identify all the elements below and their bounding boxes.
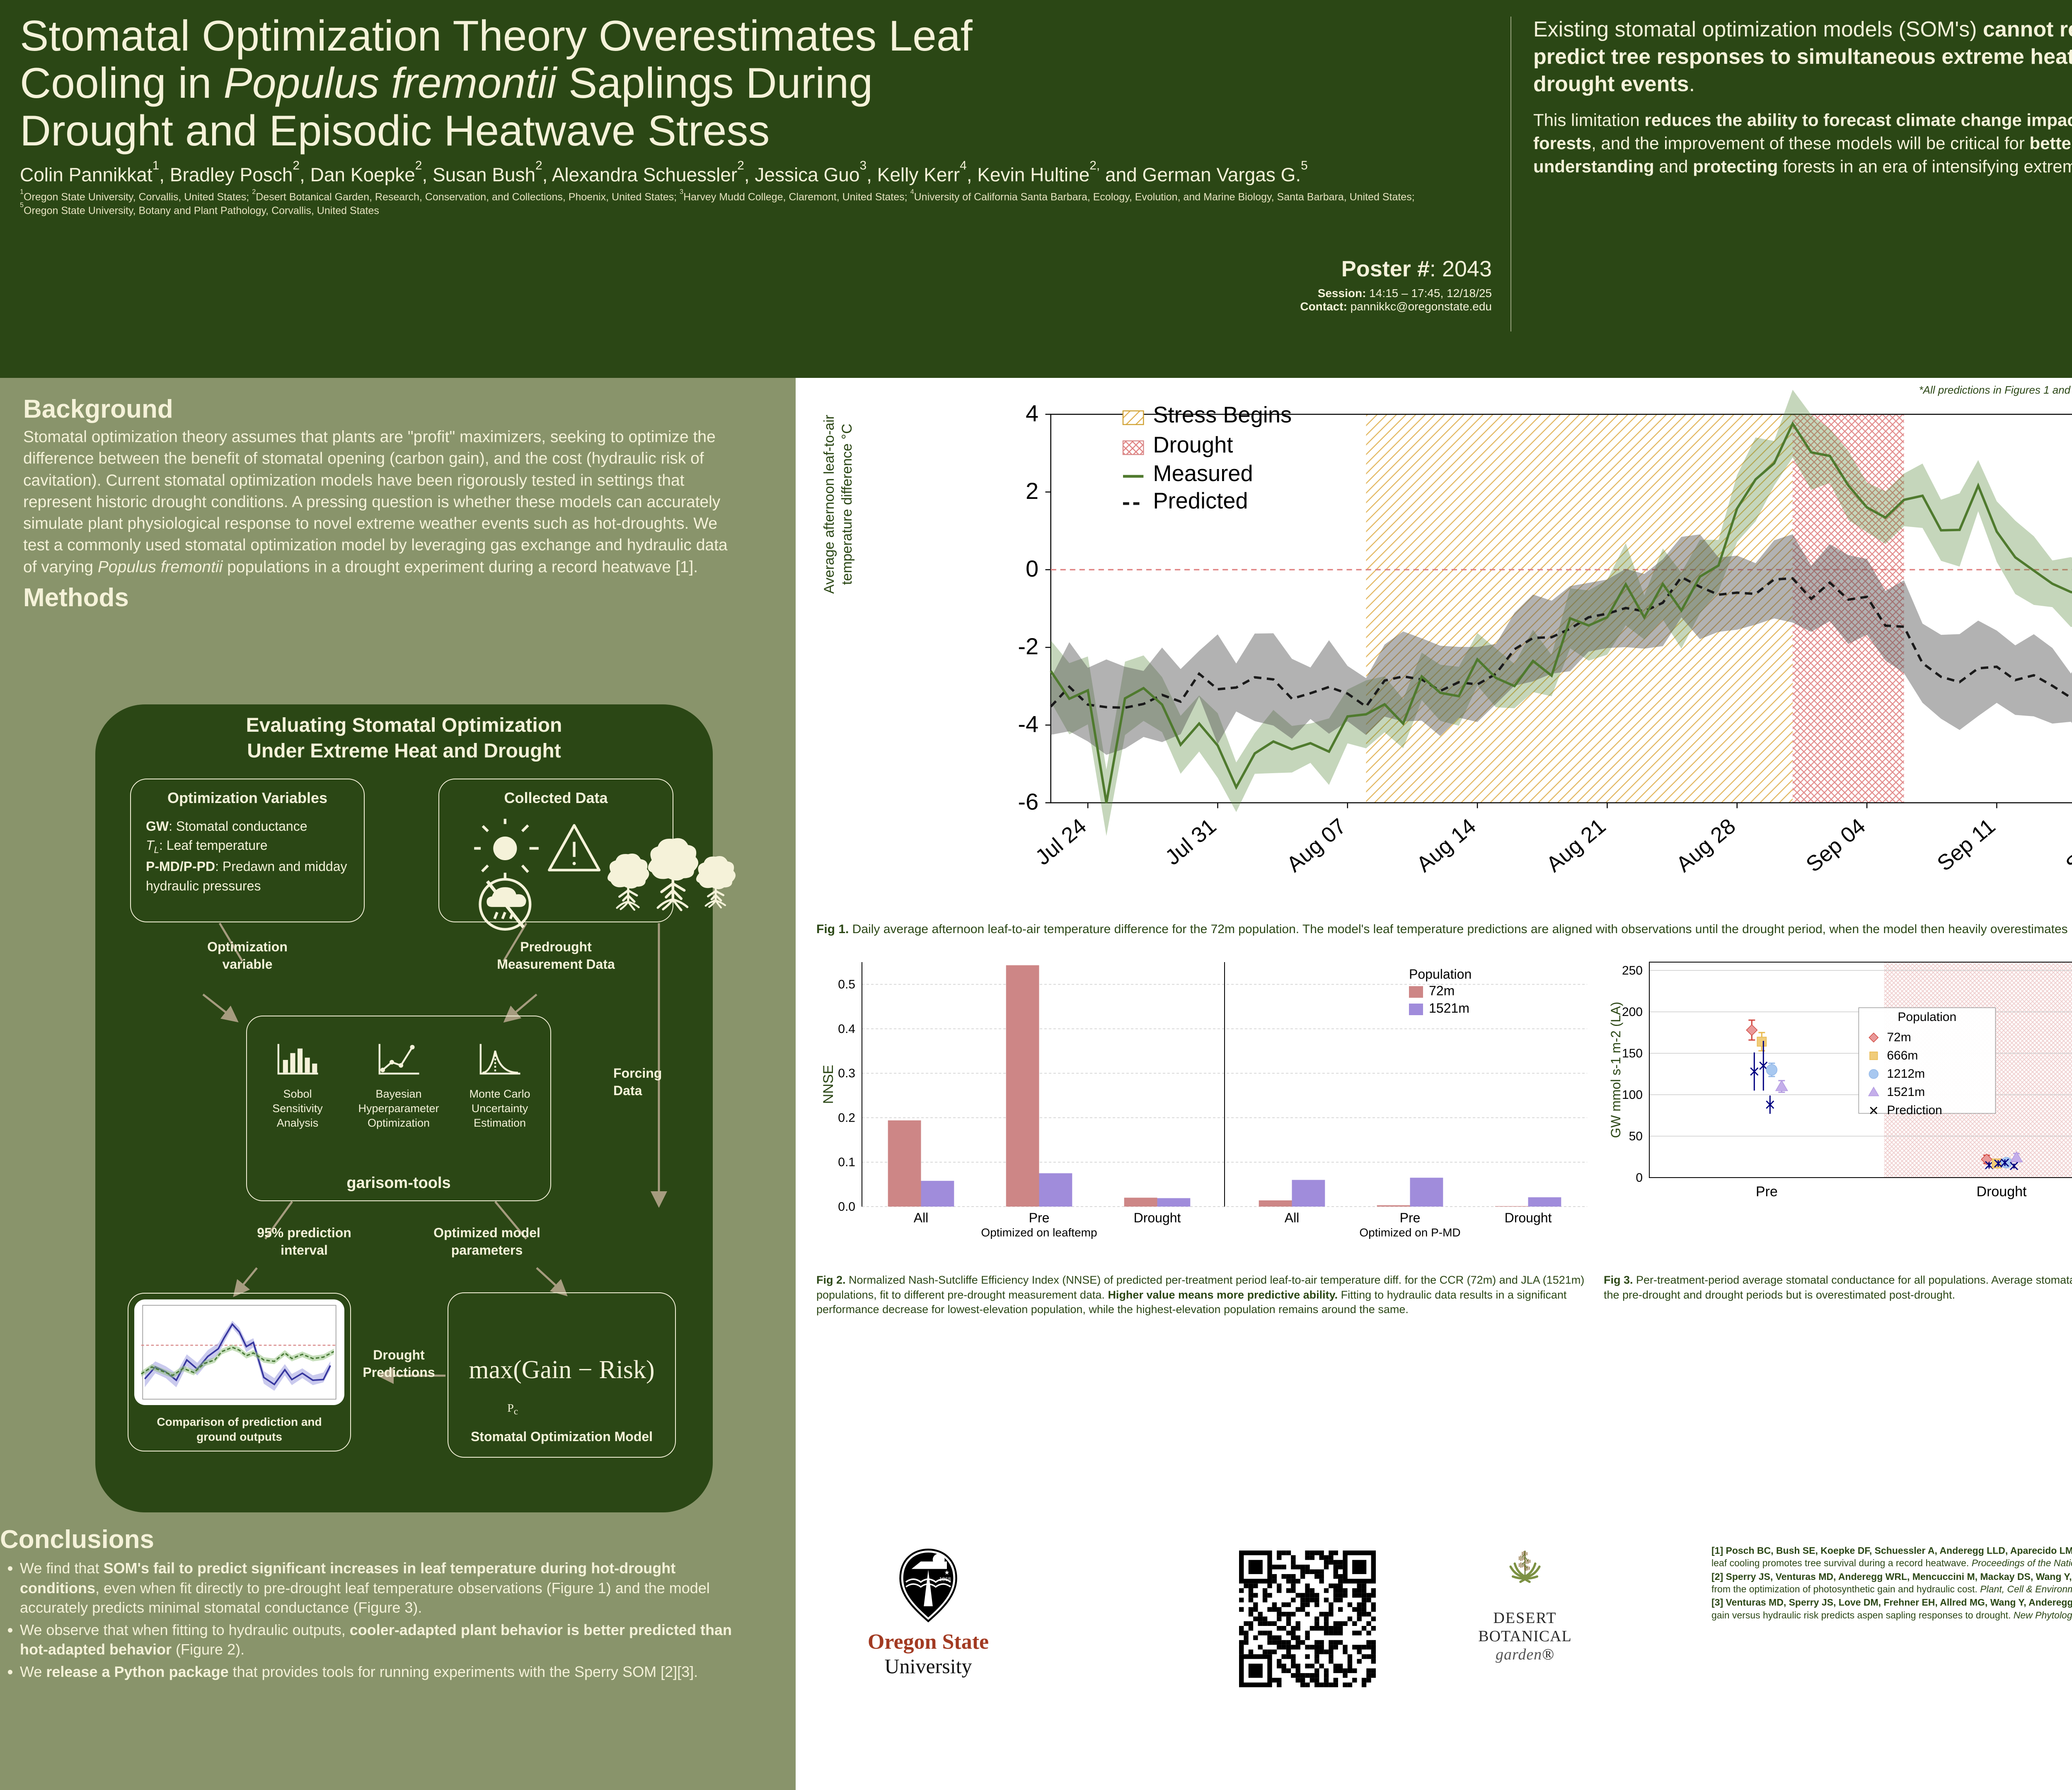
svg-text:Aug 21: Aug 21 — [1542, 814, 1610, 877]
svg-text:Jul 24: Jul 24 — [1031, 814, 1091, 870]
svg-text:-6: -6 — [1018, 789, 1038, 815]
svg-text:1521m: 1521m — [1887, 1085, 1925, 1099]
svg-text:200: 200 — [1622, 1005, 1643, 1019]
svg-text:All: All — [914, 1210, 929, 1225]
svg-text:4: 4 — [1026, 400, 1038, 426]
svg-text:-2: -2 — [1018, 633, 1038, 659]
svg-text:Pre: Pre — [1400, 1210, 1421, 1225]
svg-text:250: 250 — [1622, 964, 1643, 977]
svg-text:Predicted: Predicted — [1153, 488, 1248, 513]
svg-text:Pre: Pre — [1029, 1210, 1050, 1225]
svg-text:1212m: 1212m — [1887, 1067, 1925, 1081]
svg-text:0.5: 0.5 — [838, 978, 855, 992]
svg-text:72m: 72m — [1887, 1030, 1911, 1044]
svg-text:Aug 28: Aug 28 — [1672, 814, 1740, 877]
svg-text:Jul 31: Jul 31 — [1161, 814, 1221, 870]
svg-text:Optimized on leaftemp: Optimized on leaftemp — [981, 1226, 1097, 1239]
svg-text:2: 2 — [1026, 478, 1038, 504]
svg-text:Drought: Drought — [1977, 1184, 2027, 1200]
svg-text:Aug 14: Aug 14 — [1412, 814, 1481, 877]
svg-text:1521m: 1521m — [1429, 1001, 1469, 1016]
svg-text:100: 100 — [1622, 1088, 1643, 1102]
svg-text:Pre: Pre — [1756, 1184, 1778, 1200]
svg-text:0.3: 0.3 — [838, 1067, 855, 1080]
svg-text:Drought: Drought — [1505, 1210, 1552, 1225]
svg-text:0.4: 0.4 — [838, 1022, 855, 1036]
svg-text:72m: 72m — [1429, 983, 1455, 998]
svg-text:GW mmol s-1 m-2 (LA): GW mmol s-1 m-2 (LA) — [1608, 1002, 1623, 1138]
svg-text:Optimized on P-MD: Optimized on P-MD — [1359, 1226, 1460, 1239]
svg-text:0: 0 — [1026, 555, 1038, 581]
svg-text:Sep 11: Sep 11 — [1932, 814, 2000, 876]
svg-text:Prediction: Prediction — [1887, 1103, 1942, 1117]
svg-text:0.2: 0.2 — [838, 1111, 855, 1125]
svg-text:Drought: Drought — [1134, 1210, 1181, 1225]
svg-text:666m: 666m — [1887, 1049, 1918, 1062]
svg-text:★: ★ — [944, 1570, 950, 1576]
svg-text:0.0: 0.0 — [838, 1200, 855, 1214]
svg-text:Aug 07: Aug 07 — [1282, 814, 1351, 877]
svg-text:Population: Population — [1898, 1010, 1956, 1024]
svg-text:Population: Population — [1409, 967, 1472, 982]
svg-text:150: 150 — [1622, 1047, 1643, 1060]
svg-text:-4: -4 — [1018, 711, 1038, 737]
svg-text:All: All — [1285, 1210, 1300, 1225]
svg-text:NNSE: NNSE — [821, 1065, 836, 1104]
svg-text:50: 50 — [1629, 1130, 1643, 1143]
svg-text:Sep 04: Sep 04 — [1801, 814, 1870, 877]
svg-text:Sep 18: Sep 18 — [2061, 814, 2072, 877]
svg-text:Stress Begins: Stress Begins — [1153, 402, 1292, 428]
svg-text:1868: 1868 — [939, 1576, 951, 1582]
svg-text:0.1: 0.1 — [838, 1156, 855, 1169]
svg-text:Drought: Drought — [1153, 432, 1233, 457]
svg-text:0: 0 — [1636, 1171, 1643, 1185]
svg-text:Measured: Measured — [1153, 461, 1253, 486]
